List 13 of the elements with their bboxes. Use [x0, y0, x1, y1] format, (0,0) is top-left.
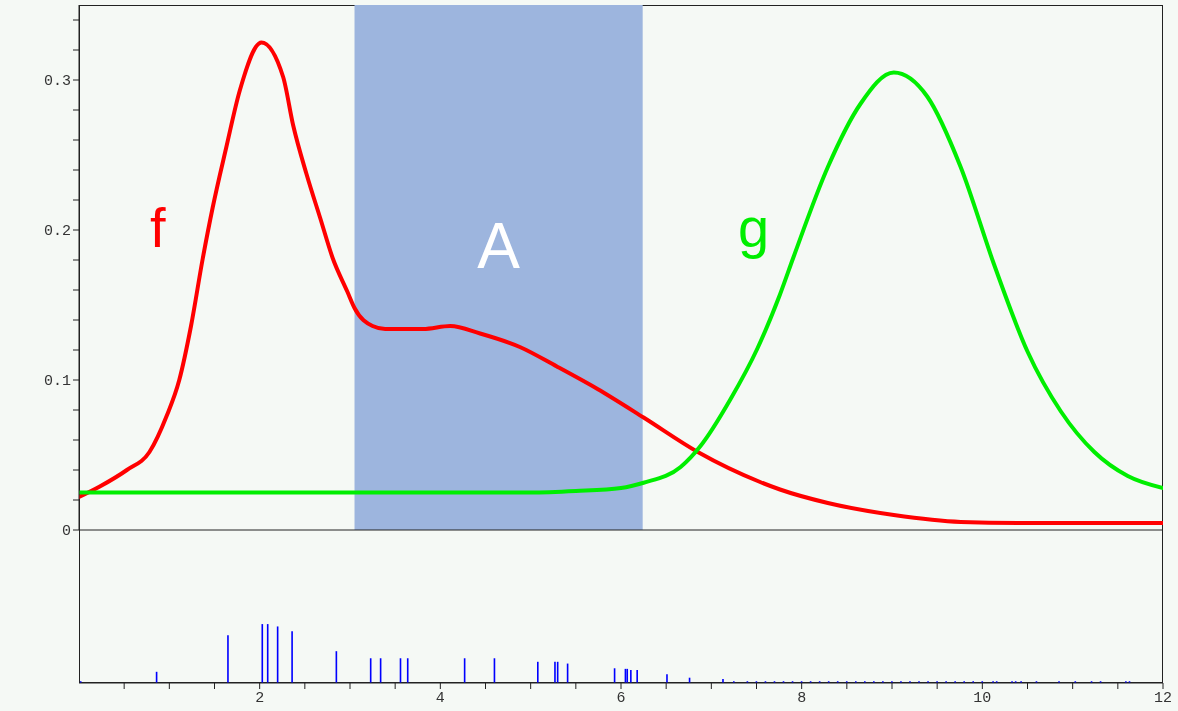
x-tick-label: 12 [1153, 689, 1173, 707]
series-label: f [150, 196, 166, 259]
band-label: A [477, 210, 521, 283]
x-tick-label: 6 [616, 689, 626, 707]
x-tick-label: 2 [255, 689, 265, 707]
y-tick-label: 0.3 [43, 73, 71, 91]
y-tick-label: 0.2 [43, 223, 71, 241]
x-tick-label: 4 [435, 689, 445, 707]
x-tick-label: 8 [797, 689, 807, 707]
series-label: g [738, 196, 770, 259]
y-tick-label: 0.1 [43, 373, 71, 391]
y-tick-label: 0 [61, 523, 71, 541]
x-tick-label: 10 [973, 689, 992, 707]
